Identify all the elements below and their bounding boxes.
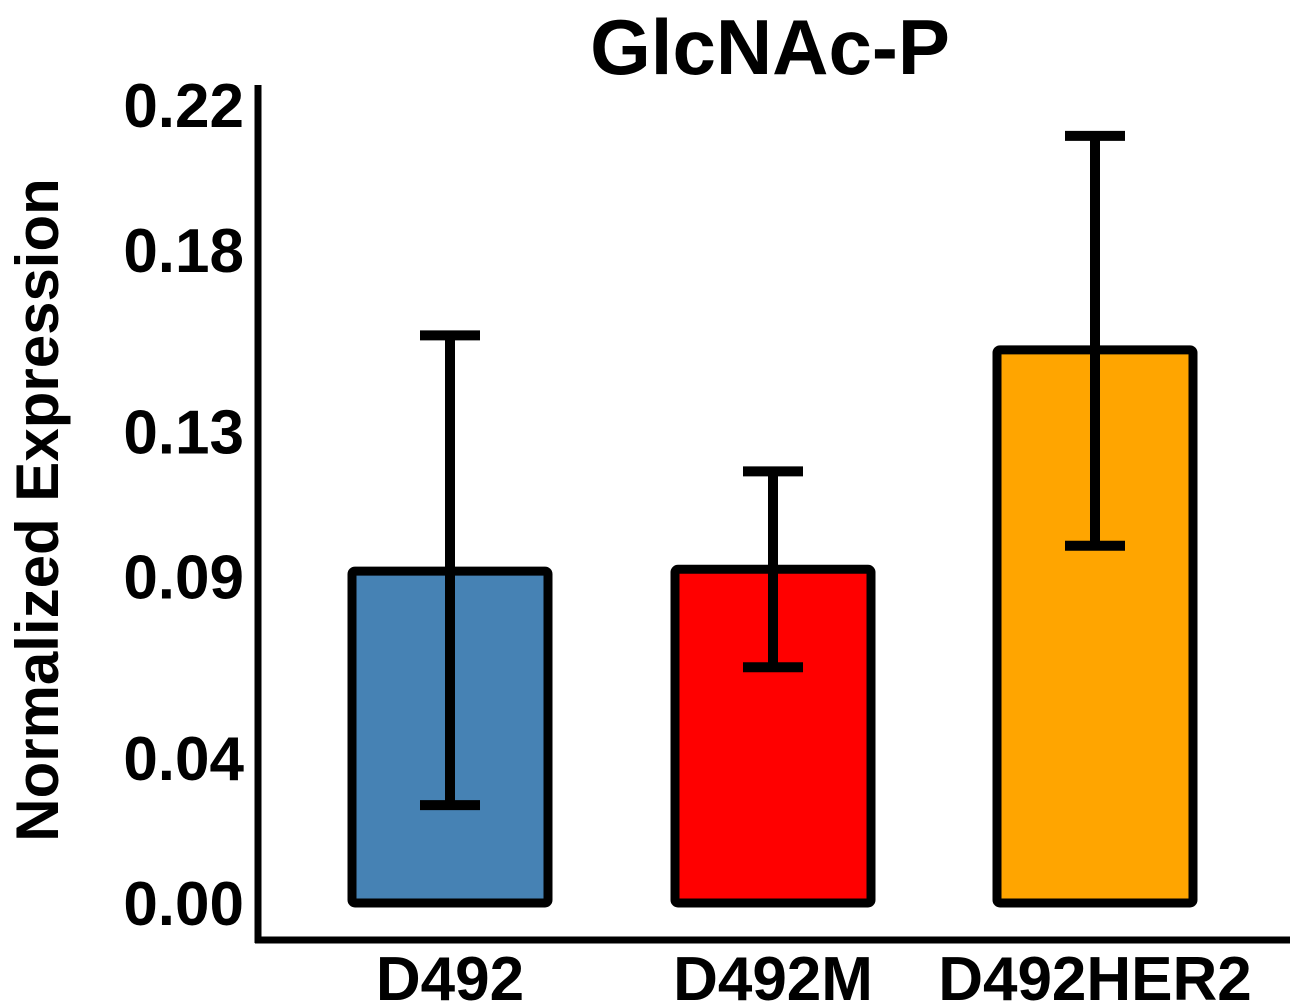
- y-tick-label: 0.18: [123, 217, 244, 286]
- y-axis-label: Normalized Expression: [4, 178, 71, 842]
- error-bar-d492: [420, 330, 480, 811]
- error-bar-d492her2: [1065, 130, 1125, 551]
- x-tick-label: D492M: [673, 945, 873, 1008]
- x-tick-label: D492HER2: [938, 945, 1252, 1008]
- x-axis-categories: D492 D492M D492HER2: [376, 945, 1252, 1008]
- y-tick-label: 0.00: [123, 870, 244, 939]
- error-bars: [420, 130, 1125, 811]
- bars: [347, 345, 1198, 908]
- y-axis-ticks: 0.00 0.04 0.09 0.13 0.18 0.22: [123, 72, 244, 939]
- y-tick-label: 0.13: [123, 398, 244, 467]
- x-tick-label: D492: [376, 945, 524, 1008]
- axes: [254, 85, 1290, 944]
- chart-title: GlcNAc-P: [590, 3, 950, 91]
- y-tick-label: 0.04: [123, 725, 244, 794]
- error-bar-d492m: [743, 466, 803, 673]
- y-tick-label: 0.22: [123, 72, 244, 141]
- y-tick-label: 0.09: [123, 544, 244, 613]
